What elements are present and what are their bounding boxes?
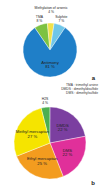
slice-value: 7 %	[58, 19, 64, 23]
slice-value: 81 %	[45, 64, 55, 69]
pie-chart: H2S4 % DMDS22 % DMS22 % Ethyl mercaptan25 %…	[14, 97, 86, 179]
pie-slice	[14, 108, 50, 156]
slice-label: Antimony81 %	[41, 60, 59, 70]
panel-label: a	[92, 75, 96, 81]
slice-value: 22 %	[63, 152, 73, 157]
pie-slice	[23, 28, 77, 77]
slice-label: TMA8 %	[36, 15, 44, 23]
slice-label: Methyl mercaptan27 %	[16, 129, 50, 139]
slice-value: 8 %	[36, 19, 42, 23]
panel-label: b	[91, 180, 95, 186]
slice-value: 22 %	[58, 127, 68, 132]
slices	[23, 23, 77, 77]
slice-label: H2S4 %	[42, 97, 49, 105]
figure: TMA8 %Methylation of arsenic4 %Sulphite7…	[0, 0, 100, 188]
slice-value: 4 %	[42, 101, 48, 105]
slice-value: 4 %	[48, 10, 54, 14]
annotation: DMS : dimethylsulfide	[66, 91, 98, 95]
slice-value: 27 %	[28, 134, 38, 139]
slice-label: Sulphite7 %	[55, 15, 67, 23]
slices	[14, 107, 86, 179]
slice-value: 25 %	[37, 161, 47, 166]
pie-chart: TMA8 %Methylation of arsenic4 %Sulphite7…	[23, 6, 77, 77]
slice-label: DMDS22 %	[56, 123, 69, 133]
slice-label: DMS22 %	[63, 148, 73, 158]
slice-label: Ethyl mercaptan25 %	[27, 156, 58, 166]
slice-label: Methylation of arsenic4 %	[35, 6, 68, 14]
